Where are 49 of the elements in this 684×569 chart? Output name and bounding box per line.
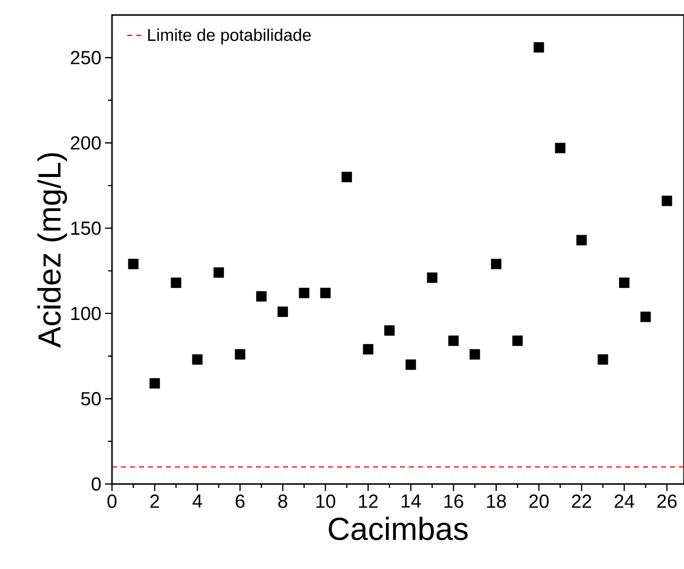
point [128,258,139,270]
x-tick-label: 8 [278,494,288,508]
point [406,359,416,370]
point [278,306,288,317]
x-tick-label: 12 [359,494,378,508]
point [320,288,331,298]
y-tick-label: 0 [92,477,101,491]
y-tick-label: 250 [70,50,101,64]
point [192,354,203,365]
y-tick-label: 100 [71,306,101,320]
point [640,312,651,322]
point [362,344,374,354]
point [298,288,310,298]
point [448,336,459,346]
x-tick-label: 26 [657,494,677,508]
x-tick-label: 0 [107,494,117,508]
x-tick-label: 6 [236,494,244,508]
x-tick-label: 24 [614,494,634,508]
y-tick-label: 50 [81,392,101,406]
point [598,354,608,365]
y-tick-label: 200 [70,136,101,150]
point [149,378,160,389]
point [619,278,630,288]
point [512,336,523,346]
point [555,142,566,154]
point [234,349,246,360]
x-tick-label: 2 [150,494,159,508]
point [470,349,480,360]
x-tick-label: 18 [487,494,506,508]
point [342,172,352,182]
legend-label: Limite de potabilidade [148,28,311,44]
x-tick-label: 14 [402,494,421,508]
x-tick-label: 16 [444,494,464,508]
point [534,42,544,53]
x-axis-title: Cacimbas [328,516,468,540]
point [490,258,502,270]
point [214,267,224,278]
x-tick-label: 22 [572,494,592,508]
y-axis-title: Acidez (mg/L) [37,153,68,348]
y-tick-label: 150 [71,221,101,235]
x-tick-label: 20 [529,494,549,508]
point [662,196,672,206]
point [256,291,267,302]
point [384,325,395,336]
point [426,272,438,283]
x-tick-label: 10 [316,494,336,508]
point [576,234,587,246]
point [170,278,182,288]
x-tick-label: 4 [192,494,202,508]
